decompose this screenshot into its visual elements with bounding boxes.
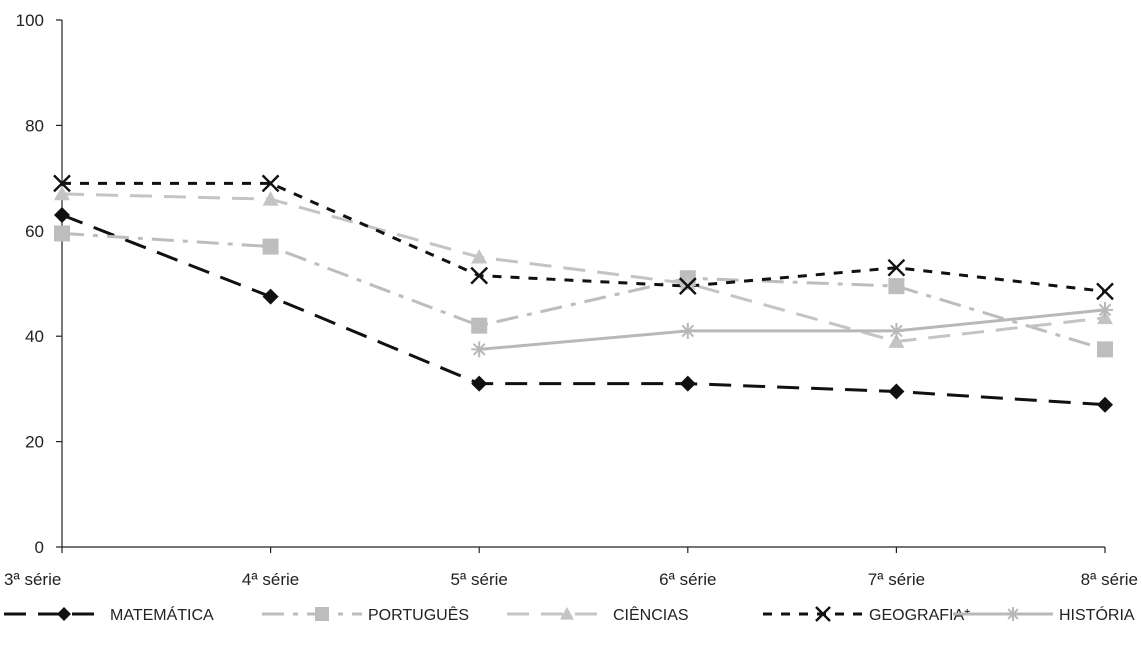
legend-label: HISTÓRIA [1059, 605, 1135, 624]
data-point-x [1096, 282, 1114, 301]
data-point-diamond [54, 206, 70, 223]
y-tick-label: 40 [25, 327, 44, 346]
axes: 0 20 40 60 80 100 3ª série 4ª série 5ª série 6ª s… [4, 11, 1138, 589]
x-tick-label: 6ª série [659, 570, 716, 589]
series-line [61, 213, 1106, 407]
data-point-x [261, 174, 280, 193]
legend: MATEMÁTICA PORTUGUÊS CIÊNCIAS GEOGRAFIA* HIS… [4, 605, 1135, 624]
data-point-asterisk [888, 322, 905, 339]
legend-label: CIÊNCIAS [613, 605, 689, 624]
y-tick-label: 80 [25, 116, 44, 135]
legend-item: CIÊNCIAS [507, 605, 689, 624]
data-point-square [262, 238, 279, 255]
legend-label: PORTUGUÊS [368, 605, 469, 624]
data-point-diamond [888, 383, 905, 400]
y-tick-label: 20 [25, 433, 44, 452]
data-point-triangle [679, 275, 696, 290]
data-point-square [888, 278, 905, 295]
legend-label: GEOGRAFIA* [869, 607, 970, 624]
data-point-triangle [262, 191, 279, 206]
data-point-triangle [54, 185, 70, 201]
data-point-diamond [471, 375, 488, 392]
data-point-asterisk [471, 341, 488, 358]
data-point-x [887, 258, 906, 277]
data-point-x [678, 277, 697, 295]
data-point-diamond [679, 375, 696, 392]
series-line [62, 181, 1106, 293]
data-point-square [54, 225, 70, 242]
data-point-x [470, 266, 489, 285]
series-lines [61, 181, 1106, 407]
y-tick-label: 100 [16, 11, 44, 30]
data-point-x [53, 174, 71, 193]
x-tick-label: 3ª série [4, 570, 61, 589]
series-line [479, 308, 1106, 351]
data-point-triangle [888, 333, 905, 348]
series-markers [53, 174, 1114, 413]
legend-item: HISTÓRIA [953, 605, 1135, 624]
series-line [61, 231, 1106, 351]
data-point-square [1097, 341, 1113, 358]
asterisk-icon [1006, 607, 1020, 621]
data-point-triangle [471, 249, 488, 264]
square-icon [315, 607, 329, 621]
data-point-asterisk [679, 322, 696, 339]
series-line [61, 192, 1106, 344]
data-point-square [471, 317, 488, 334]
x-icon [815, 606, 831, 622]
triangle-icon [560, 607, 574, 620]
data-point-asterisk [1097, 301, 1113, 318]
diamond-icon [57, 607, 71, 621]
legend-item: PORTUGUÊS [262, 605, 469, 624]
data-point-diamond [1097, 396, 1113, 413]
x-tick-label: 4ª série [242, 570, 299, 589]
x-tick-label: 7ª série [868, 570, 925, 589]
y-tick-label: 0 [35, 538, 44, 557]
y-tick-label: 60 [25, 222, 44, 241]
legend-label: MATEMÁTICA [110, 605, 214, 624]
x-tick-label: 8ª série [1081, 570, 1138, 589]
data-point-diamond [262, 288, 279, 305]
legend-item: GEOGRAFIA* [763, 606, 970, 624]
x-tick-label: 5ª série [451, 570, 508, 589]
legend-item: MATEMÁTICA [4, 605, 214, 624]
